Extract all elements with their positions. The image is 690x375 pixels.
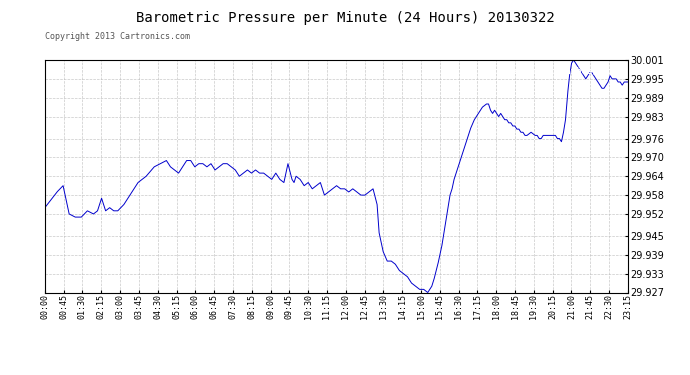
Text: Barometric Pressure per Minute (24 Hours) 20130322: Barometric Pressure per Minute (24 Hours… <box>136 11 554 25</box>
Text: Copyright 2013 Cartronics.com: Copyright 2013 Cartronics.com <box>45 32 190 41</box>
